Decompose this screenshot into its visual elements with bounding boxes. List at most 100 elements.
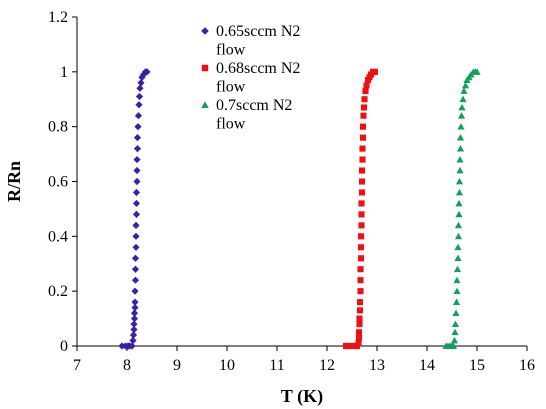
data-point — [133, 134, 142, 142]
data-point — [454, 232, 463, 240]
x-tick-label: 16 — [519, 357, 535, 374]
data-point — [133, 145, 142, 153]
data-point — [358, 211, 365, 218]
y-tick-label: 1.2 — [48, 9, 68, 26]
y-tick-label: 1 — [60, 64, 68, 81]
data-point — [456, 134, 465, 141]
y-tick-label: 0 — [60, 338, 68, 355]
data-point — [133, 177, 141, 186]
x-tick-label: 8 — [123, 357, 131, 374]
y-tick-label: 0.6 — [48, 174, 68, 191]
data-point — [357, 233, 365, 240]
data-point — [130, 314, 139, 323]
data-point — [355, 334, 363, 341]
data-point — [131, 298, 139, 306]
data-point — [453, 287, 461, 295]
x-tick-label: 10 — [219, 357, 235, 374]
data-point — [128, 342, 136, 350]
data-point — [131, 287, 139, 295]
data-point — [130, 320, 138, 328]
legend-label: 0.68sccm N2 — [216, 60, 300, 77]
data-point — [132, 199, 141, 208]
data-point — [460, 87, 468, 94]
x-tick-label: 13 — [369, 357, 385, 374]
y-tick-label: 0.2 — [48, 283, 68, 300]
data-point — [452, 298, 461, 306]
data-point — [458, 103, 466, 111]
data-point — [449, 342, 458, 349]
data-point — [135, 92, 144, 101]
data-point — [355, 340, 362, 347]
data-point — [356, 315, 363, 322]
data-point — [361, 96, 368, 103]
data-point — [133, 166, 141, 175]
data-point — [358, 189, 366, 196]
data-point — [453, 276, 461, 284]
data-point — [132, 243, 140, 251]
data-point — [371, 68, 379, 75]
data-point — [461, 81, 470, 89]
data-point — [130, 309, 139, 317]
data-point — [454, 243, 462, 251]
legend-marker — [201, 27, 209, 35]
data-point — [356, 307, 364, 314]
data-point — [131, 276, 140, 284]
data-point — [456, 166, 464, 174]
legend-label: flow — [216, 79, 246, 96]
data-point — [455, 199, 463, 207]
data-point — [130, 325, 138, 334]
data-point — [454, 221, 463, 229]
data-point — [356, 299, 364, 306]
data-point — [134, 112, 143, 120]
legend-label: flow — [216, 116, 246, 133]
data-point — [454, 254, 462, 262]
data-point — [136, 84, 144, 92]
data-point — [131, 304, 139, 312]
data-point — [452, 309, 460, 316]
x-tick-label: 11 — [269, 357, 284, 374]
legend-marker — [201, 64, 209, 72]
data-point — [473, 68, 481, 75]
legend-label: 0.7sccm N2 — [216, 97, 292, 114]
x-axis-title: T (K) — [281, 386, 323, 407]
data-point — [357, 255, 365, 262]
data-point — [362, 87, 369, 95]
series-1 — [118, 68, 151, 350]
data-point — [132, 210, 141, 218]
series-2 — [342, 68, 379, 350]
data-point — [135, 101, 143, 109]
data-point — [359, 156, 366, 163]
data-point — [131, 265, 140, 273]
data-point — [137, 79, 145, 87]
legend-marker — [201, 101, 209, 109]
legend-entry-2: 0.68sccm N2 flow — [201, 60, 300, 96]
data-point — [132, 232, 140, 240]
data-point — [357, 244, 365, 251]
data-point — [358, 178, 366, 185]
data-point — [132, 188, 141, 197]
data-point — [356, 321, 363, 328]
data-point — [355, 329, 363, 336]
data-point — [359, 134, 367, 141]
x-tick-label: 7 — [73, 357, 81, 374]
x-tick-label: 12 — [319, 357, 335, 374]
data-point — [360, 112, 367, 119]
data-point — [363, 82, 370, 89]
data-point — [131, 254, 140, 262]
data-point — [357, 288, 364, 295]
data-point — [450, 336, 459, 344]
x-tick-label: 14 — [419, 357, 435, 374]
series-layer — [118, 68, 481, 350]
data-point — [451, 328, 459, 336]
data-point — [357, 277, 364, 284]
x-tick-label: 9 — [173, 357, 181, 374]
data-point — [455, 177, 464, 185]
data-point — [129, 331, 138, 339]
data-point — [455, 210, 463, 218]
data-point — [451, 320, 460, 327]
data-point — [459, 95, 467, 103]
legend-label: 0.65sccm N2 — [216, 23, 300, 40]
y-axis-title: R/Rn — [4, 161, 24, 202]
